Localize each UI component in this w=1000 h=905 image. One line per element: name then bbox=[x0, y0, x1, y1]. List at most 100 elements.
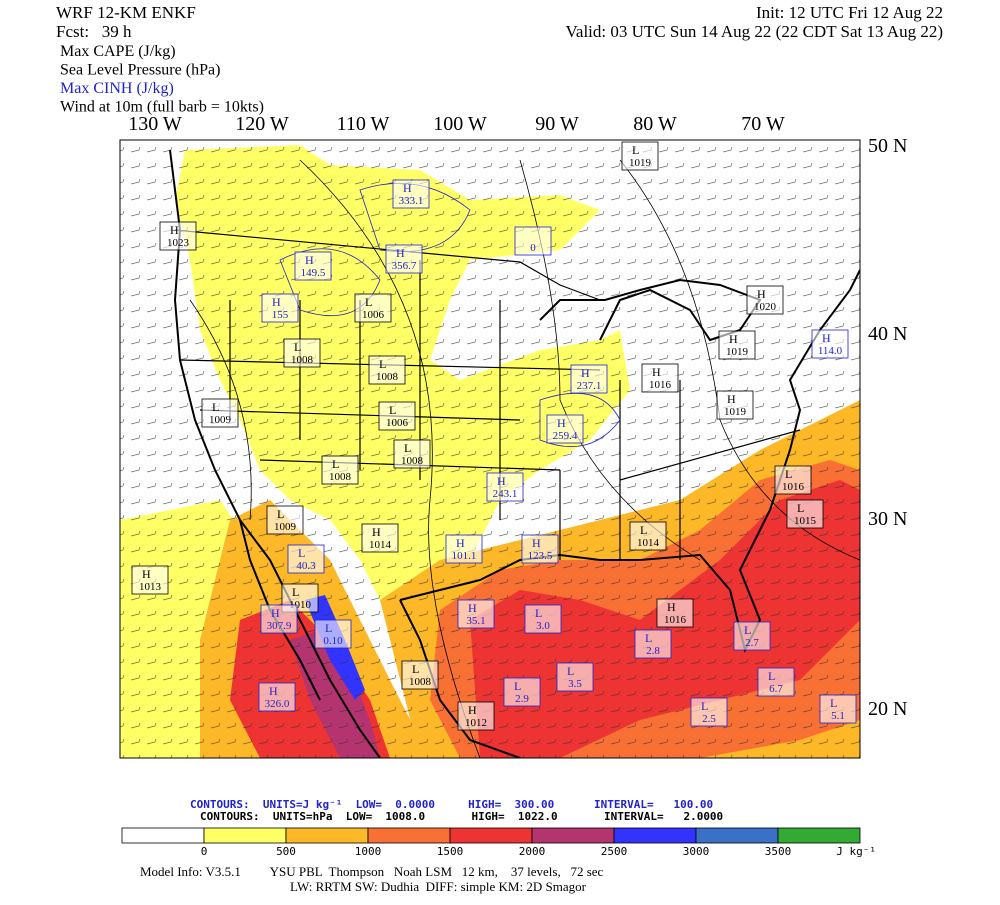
valid-time: Valid: 03 UTC Sun 14 Aug 22 (22 CDT Sat … bbox=[566, 22, 943, 41]
map-frame bbox=[119, 139, 861, 759]
pressure-center-box bbox=[378, 401, 416, 431]
colorbar-tick-label: 500 bbox=[276, 845, 296, 858]
pressure-center-box bbox=[321, 455, 359, 485]
latitude-labels: 50 N 40 N 30 N 20 N bbox=[868, 135, 907, 720]
pressure-center-type: L bbox=[797, 501, 804, 515]
pressure-center-value: 1020 bbox=[754, 301, 777, 313]
colorbar-tick-label: 1500 bbox=[437, 845, 464, 858]
init-time: Init: 12 UTC Fri 12 Aug 22 bbox=[756, 3, 943, 22]
pressure-center-value: 1008 bbox=[291, 354, 314, 366]
cinh-center-type: L bbox=[645, 631, 652, 645]
cinh-center-box bbox=[757, 667, 795, 697]
cinh-center-value: 2.9 bbox=[515, 693, 529, 705]
cinh-center-box bbox=[294, 251, 332, 281]
cinh-center-value: 0 bbox=[530, 242, 536, 254]
forecast-hour: Fcst: 39 h bbox=[56, 22, 132, 41]
cinh-center-type: H bbox=[403, 181, 412, 195]
cinh-center-box bbox=[457, 599, 495, 629]
cinh-center-value: 243.1 bbox=[493, 488, 518, 500]
cinh-center-value: 0.10 bbox=[323, 635, 343, 647]
cinh-center-box bbox=[690, 697, 728, 727]
pressure-center-box bbox=[718, 330, 756, 360]
cinh-center-type: H bbox=[532, 536, 541, 550]
colorbar-segment bbox=[531, 827, 615, 844]
cinh-center-box bbox=[556, 662, 594, 692]
pressure-center-type: L bbox=[379, 357, 386, 371]
pressure-center-value: 1019 bbox=[629, 157, 652, 169]
latitude-label: 50 N bbox=[868, 135, 907, 157]
colorbar-tick-label: 2000 bbox=[519, 845, 546, 858]
pressure-center-value: 1008 bbox=[329, 471, 352, 483]
cinh-center-type: H bbox=[822, 331, 831, 345]
pressure-center-box bbox=[629, 521, 667, 551]
cinh-center-type: L bbox=[298, 546, 305, 560]
pressure-center-type: L bbox=[785, 467, 792, 481]
cinh-center-value: 149.5 bbox=[301, 267, 326, 279]
cinh-center-value: 3.5 bbox=[568, 678, 582, 690]
pressure-center-box bbox=[656, 598, 694, 628]
cinh-center-box bbox=[524, 604, 562, 634]
pressure-center-type: L bbox=[412, 662, 419, 676]
pressure-center-value: 1006 bbox=[386, 417, 409, 429]
footer-line: Model Info: V3.5.1 YSU PBL Thompson Noah… bbox=[140, 864, 604, 879]
colorbar-tick-label: 3500 bbox=[765, 845, 792, 858]
pressure-center-type: L bbox=[277, 507, 284, 521]
pressure-center-type: H bbox=[727, 392, 736, 406]
cinh-center-type: H bbox=[497, 474, 506, 488]
cinh-center-box bbox=[811, 329, 849, 359]
latitude-label: 20 N bbox=[868, 698, 907, 720]
colorbar: 0 500 1000 1500 2000 2500 3000 3500 J kg⁻¹ bbox=[121, 827, 876, 858]
pressure-center-box bbox=[746, 285, 784, 315]
cinh-center-type: L bbox=[830, 696, 837, 710]
footer-line: LW: RRTM SW: Dudhia DIFF: simple KM: 2D … bbox=[290, 879, 587, 894]
cinh-center-value: 333.1 bbox=[399, 195, 424, 207]
pressure-center-type: H bbox=[757, 287, 766, 301]
longitude-label: 120 W bbox=[235, 113, 289, 135]
pressure-center-type: H bbox=[372, 525, 381, 539]
cinh-center-value: 356.7 bbox=[392, 260, 417, 272]
pressure-center-box bbox=[641, 363, 679, 393]
cinh-center-type: H bbox=[456, 536, 465, 550]
cinh-center-value: 101.1 bbox=[452, 550, 477, 562]
cinh-center-value: 114.0 bbox=[818, 345, 843, 357]
pressure-center-value: 1016 bbox=[649, 379, 672, 391]
pressure-center-type: L bbox=[332, 457, 339, 471]
cinh-center-type: L bbox=[514, 679, 521, 693]
longitude-label: 90 W bbox=[535, 113, 579, 135]
cinh-center-box bbox=[287, 544, 325, 574]
cinh-center-type: L bbox=[701, 699, 708, 713]
pressure-center-type: L bbox=[640, 523, 647, 537]
cinh-center-type: L bbox=[744, 623, 751, 637]
field-list: Max CAPE (J/kg) Sea Level Pressure (hPa)M… bbox=[60, 43, 264, 116]
pressure-center-type: H bbox=[142, 567, 151, 581]
pressure-center-value: 1008 bbox=[409, 676, 432, 688]
longitude-label: 100 W bbox=[433, 113, 487, 135]
contour-info: CONTOURS: UNITS=J kg⁻¹ LOW= 0.0000 HIGH=… bbox=[190, 798, 723, 823]
latitude-label: 40 N bbox=[868, 323, 907, 345]
contour-info-line: CONTOURS: UNITS=hPa LOW= 1008.0 HIGH= 10… bbox=[200, 810, 723, 823]
cinh-center-box bbox=[260, 604, 298, 634]
cinh-center-box bbox=[514, 226, 552, 256]
pressure-center-value: 1019 bbox=[724, 406, 747, 418]
pressure-center-type: H bbox=[468, 703, 477, 717]
cinh-center-type: H bbox=[272, 295, 281, 309]
cinh-center-type: H bbox=[396, 246, 405, 260]
cinh-center-box bbox=[819, 694, 857, 724]
pressure-center-type: H bbox=[729, 332, 738, 346]
colorbar-segment bbox=[203, 827, 287, 844]
cinh-center-value: 5.1 bbox=[831, 710, 845, 722]
pressure-center-type: L bbox=[294, 340, 301, 354]
pressure-center-value: 1008 bbox=[376, 371, 399, 383]
pressure-center-value: 1014 bbox=[637, 537, 660, 549]
cinh-center-value: 40.3 bbox=[296, 560, 316, 572]
pressure-center-box bbox=[266, 505, 304, 535]
contour-info-line: CONTOURS: UNITS=J kg⁻¹ LOW= 0.0000 HIGH=… bbox=[190, 798, 713, 811]
pressure-center-box bbox=[774, 465, 812, 495]
cinh-center-value: 123.5 bbox=[528, 550, 553, 562]
cinh-center-box bbox=[385, 244, 423, 274]
pressure-center-box bbox=[368, 355, 406, 385]
cinh-center-value: 259.4 bbox=[553, 430, 578, 442]
pressure-center-value: 1009 bbox=[209, 414, 232, 426]
longitude-labels: 130 W 120 W 110 W 100 W 90 W 80 W 70 W bbox=[128, 113, 785, 135]
